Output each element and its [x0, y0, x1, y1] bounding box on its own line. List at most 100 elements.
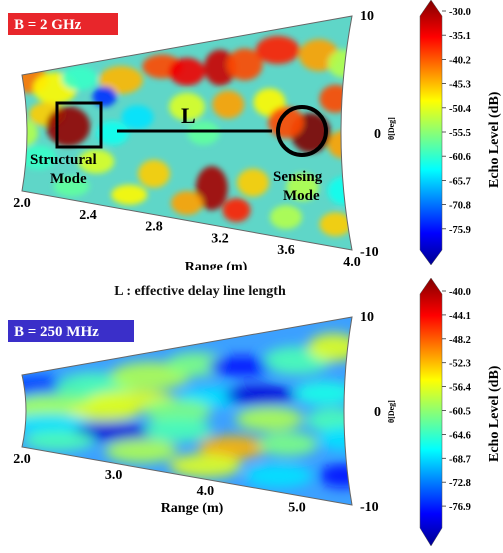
range-tick-label: 2.0 [13, 196, 31, 211]
heatmap-cell [319, 84, 352, 113]
chart-2ghz: B = 2 GHz L Structural Mode Sensing Mode 2… [8, 0, 502, 275]
angle-axis-label-250mhz: θ[Deg] [387, 400, 396, 423]
heatmap-cell [270, 205, 302, 230]
angle-tick-label: 10 [360, 310, 374, 325]
heatmap-cell [294, 381, 352, 406]
heatmap-cell [22, 145, 57, 170]
heatmap-cell [318, 463, 352, 488]
colorbar-tick-label: -64.6 [449, 430, 471, 441]
range-tick-label: 2.4 [79, 208, 97, 223]
heatmap-cell [78, 149, 115, 174]
heatmap-cell [105, 438, 178, 463]
heatmap-cell [99, 66, 143, 95]
colorbar-tick-label: -75.9 [449, 225, 471, 236]
delay-line-caption: L : effective delay line length [114, 284, 286, 299]
heatmap-cell [237, 168, 269, 197]
heatmap-cell [198, 435, 267, 460]
angle-ticks-2ghz: 10 0 -10 [360, 9, 381, 260]
angle-ticks-250mhz: 10 0 -10 [360, 310, 381, 515]
sector-outline [21, 316, 353, 506]
heatmap-cell [121, 105, 154, 130]
angle-tick-label: -10 [360, 500, 379, 515]
bandwidth-tag-250mhz-text: B = 250 MHz [14, 324, 99, 340]
colorbar-tick-label: -35.1 [449, 31, 471, 42]
colorbar-tick-label: -50.4 [449, 104, 472, 115]
heatmap-cell [73, 421, 154, 442]
angle-tick-label: 10 [360, 9, 374, 24]
angle-tick-label: -10 [360, 245, 379, 260]
heatmap-cell [226, 48, 263, 81]
heatmap-cell [204, 49, 236, 86]
heatmap-cell [171, 191, 203, 215]
heatmap-cell [257, 432, 318, 457]
angle-tick-label: 0 [374, 405, 381, 420]
colorbar-tick-label: -56.4 [449, 383, 472, 394]
heatmap-cell [222, 198, 251, 223]
chart-250mhz: B = 250 MHz 2.0 3.0 4.0 5.0 Range (m) 10 0 -1… [8, 277, 502, 547]
colorbar-tick-label: -48.2 [449, 335, 471, 346]
heatmap-cell [22, 119, 38, 147]
range-ticks-2ghz: 2.0 2.4 2.8 3.2 3.6 4.0 [13, 196, 361, 270]
heatmap-cell [307, 333, 352, 362]
colorbar-tick-label: -40.0 [449, 287, 471, 298]
structural-mode-label: Structural Mode [30, 152, 97, 187]
sector-outline [21, 15, 353, 251]
heatmap-cell [195, 166, 228, 211]
heatmap-cell [255, 36, 300, 65]
heatmap-cell [212, 90, 245, 119]
heatmap-cell [96, 121, 129, 145]
heatmap-cell [22, 413, 90, 434]
heatmap-cell [244, 463, 313, 488]
heatmap-cell [53, 176, 90, 197]
range-tick-label: 4.0 [343, 255, 361, 270]
heatmap-cell [68, 401, 141, 421]
structural-mode-box [55, 101, 103, 149]
bandwidth-tag-2ghz [8, 13, 118, 35]
x-axis-label-2ghz: Range (m) [185, 260, 248, 270]
colorbar-tick-label: -52.3 [449, 359, 471, 370]
colorbar-tick-label: -65.7 [449, 176, 471, 187]
heatmap-cell [235, 406, 304, 431]
heatmap-cell [61, 66, 98, 91]
range-tick-label: 5.0 [288, 500, 306, 515]
heatmap-cell [319, 212, 352, 237]
colorbar-label-250mhz: Echo Level (dB) [487, 365, 502, 462]
sensing-mode-label: Sensing Mode [273, 169, 323, 204]
colorbar-tick-label: -45.3 [449, 80, 471, 91]
range-tick-label: 3.6 [277, 243, 295, 258]
colorbar-2ghz: -30.0 -35.1 -40.2 -45.3 -50.4 -55.5 -60.6 -65.7… [419, 0, 502, 266]
heatmap-cell [111, 184, 148, 205]
colorbar-tick-label: -60.5 [449, 407, 471, 418]
colorbar-tick-label: -68.7 [449, 454, 471, 465]
panel-250mhz: B = 250 MHz 2.0 3.0 4.0 5.0 Range (m) 10 0 -1… [0, 277, 503, 548]
colorbar-tick-label: -60.6 [449, 152, 471, 163]
heatmap-cell [224, 385, 297, 406]
heatmap-cell [286, 173, 319, 202]
angle-axis-label-2ghz: θ[Deg] [387, 117, 396, 140]
delay-line-label: L [181, 103, 196, 128]
bandwidth-tag-250mhz [8, 320, 134, 342]
range-tick-label: 2.0 [13, 452, 31, 467]
heatmap-cell [169, 57, 205, 86]
x-axis-label-250mhz: Range (m) [161, 501, 224, 516]
heatmap-cell [138, 159, 170, 188]
colorbar-tick-label: -70.8 [449, 201, 471, 212]
heatmap-cell [143, 399, 212, 423]
colorbar-tick-label: -40.2 [449, 55, 471, 66]
colorbar-250mhz: -40.0 -44.1 -48.2 -52.3 -56.4 -60.5 -64.6 -68.7… [419, 277, 502, 547]
colorbar-tick-label: -76.9 [449, 502, 471, 513]
heatmap-cell [208, 356, 276, 377]
bandwidth-tag-2ghz-text: B = 2 GHz [14, 17, 82, 33]
angle-tick-label: 0 [374, 127, 381, 142]
heatmap-cell [46, 106, 91, 147]
range-tick-label: 4.0 [197, 484, 215, 499]
colorbar-tick-label: -30.0 [449, 7, 471, 18]
range-tick-label: 3.2 [211, 231, 229, 246]
heatmap-cell [318, 426, 352, 451]
heatmap-cell [169, 92, 205, 121]
heatmap-cell [169, 453, 242, 478]
heatmap-cell [143, 418, 212, 443]
colorbar-tick-label: -55.5 [449, 128, 471, 139]
heatmap-cell [327, 130, 352, 159]
colorbar-tick-label: -44.1 [449, 311, 471, 322]
